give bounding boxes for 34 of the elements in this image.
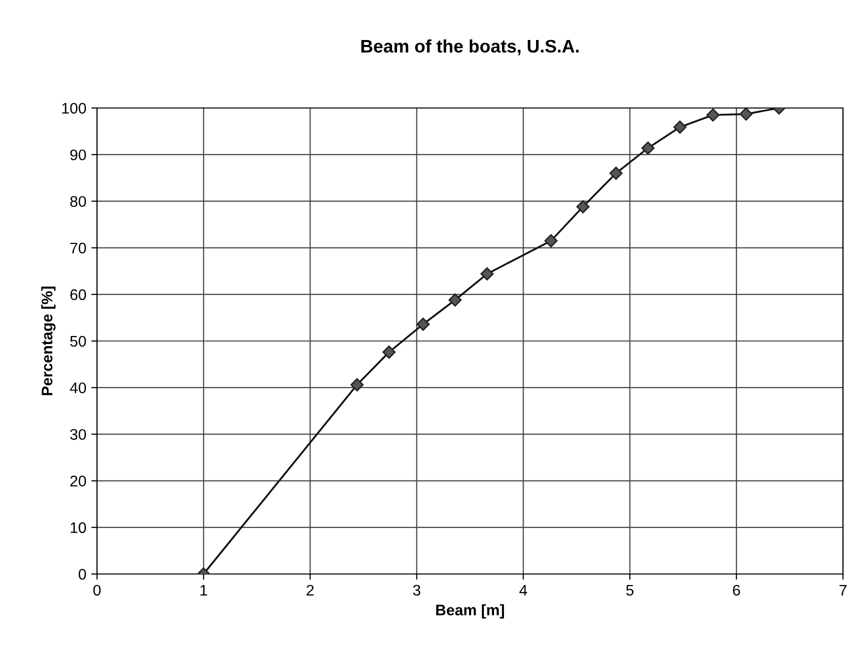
point [673,120,687,134]
point [544,234,558,248]
point [576,200,590,214]
y-tick-label: 30 [70,429,86,440]
point [416,318,430,331]
y-tick-label: 40 [70,382,86,394]
y-axis-title: Percentage [%] [41,286,56,396]
point [641,141,655,155]
x-tick-label: 4 [519,584,528,596]
y-tick-label: 90 [70,149,86,160]
x-tick-label: 6 [732,584,740,596]
y-tick-label: 20 [70,476,86,486]
point [480,267,494,280]
point [739,108,753,121]
x-tick-label: 0 [93,584,101,596]
y-tick-label: 70 [70,242,86,254]
point [350,378,364,392]
x-tick-label: 1 [200,584,208,596]
x-axis-title: Beam [m] [436,604,504,618]
point [448,293,462,307]
x-tick-label: 3 [413,584,420,596]
y-tick-label: 10 [70,522,86,534]
x-tick-label: 2 [306,584,314,596]
y-tick-label: 80 [70,196,86,207]
x-tick-label: 7 [840,584,846,596]
x-tick-label: 5 [626,584,634,596]
chart-title: Beam of the boats, U.S.A. [361,39,579,56]
y-tick-label: 60 [70,289,86,300]
y-tick-label: 100 [62,102,86,114]
point [609,166,623,180]
y-tick-label: 0 [78,568,86,580]
point [382,346,396,359]
point [706,108,720,122]
y-tick-label: 50 [70,336,86,347]
